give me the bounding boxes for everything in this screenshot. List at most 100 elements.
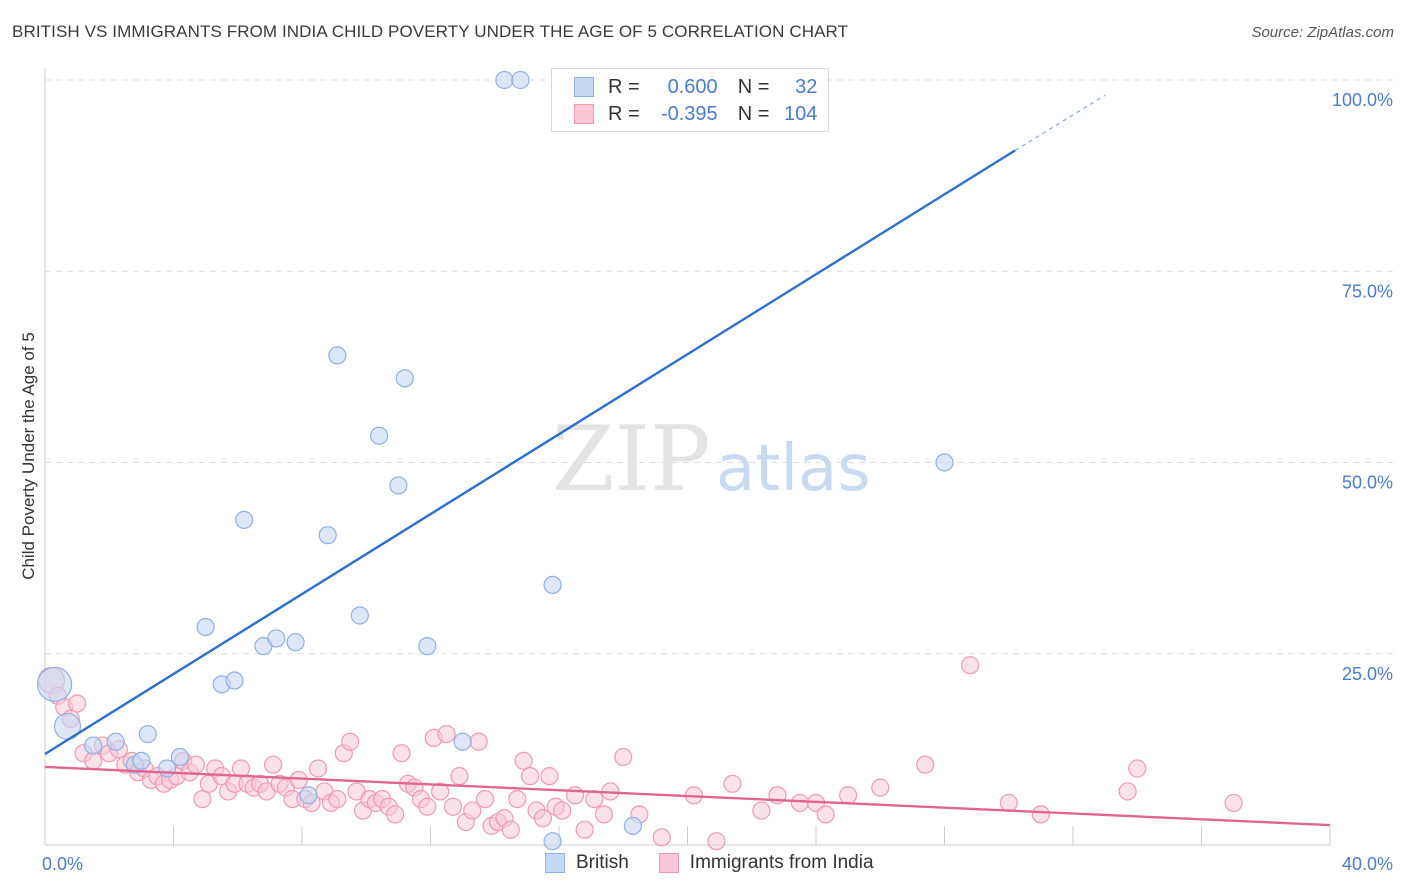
india-point [289,770,308,790]
trend-lines [44,94,1331,827]
legend-item-british[interactable]: British [545,852,629,874]
british-trend-line [44,149,1016,755]
british-point [299,786,318,805]
india-point [961,656,980,675]
british-legend-label: British [576,852,629,873]
axes [44,68,1331,846]
india-point [84,751,103,770]
legend-row-british: R = 0.600 N = 32 [574,74,817,100]
india-point [308,759,328,778]
british-point [418,636,437,656]
india-point [476,789,495,809]
british-trend-extension [1014,94,1106,151]
india-point [752,801,771,820]
british-point [267,629,286,648]
india-point [193,789,212,809]
legend-r-label: R = [608,102,640,125]
british-point [395,369,414,388]
british-point [318,526,337,545]
watermark-zip: ZIP [552,407,711,512]
india-point [443,797,463,816]
watermark-atlas: atlas [716,432,871,506]
british-point [543,832,562,851]
india-point [1128,759,1147,778]
legend-row-india: R = -0.395 N = 104 [574,101,817,127]
india-point [392,744,411,763]
india-point [540,767,559,786]
india-point [1031,805,1050,824]
india-point [916,755,935,774]
source-credit: Source: ZipAtlas.com [1251,24,1394,41]
british-point [453,732,472,751]
x-tick-label: 0.0% [42,854,83,874]
india-point [418,797,437,816]
british-point [328,346,347,365]
india-point [839,786,858,805]
y-tick-label: 25.0% [1342,664,1393,684]
india-point [816,805,835,824]
india-point [501,820,520,839]
british-point [170,747,190,767]
y-axis-label: Child Poverty Under the Age of 5 [19,332,38,580]
india-point [594,805,614,824]
british-point [106,732,125,751]
legend-british-r: 0.600 [667,75,718,98]
india-point [520,767,540,786]
british-point [235,510,254,529]
y-tick-label: 100.0% [1332,90,1393,110]
british-point [286,633,305,652]
british-point [225,671,244,690]
legend-item-india[interactable]: Immigrants from India [658,852,874,874]
legend-british-n: 32 [795,75,818,98]
india-point [1118,782,1137,801]
india-point [999,793,1018,813]
india-point [652,828,671,847]
british-points [37,70,954,851]
british-legend-icon [545,853,565,873]
india-legend-label: Immigrants from India [689,852,874,873]
british-point [138,724,157,744]
legend-india-n: 104 [784,102,818,125]
india-point [328,789,347,809]
india-point [469,732,488,751]
british-point [350,606,369,625]
india-point [614,747,633,767]
india-point [565,786,585,805]
gridlines [45,79,1395,655]
india-point [723,774,742,793]
india-point [871,778,890,797]
british-point [84,736,103,755]
india-point [790,793,810,813]
india-point [386,805,405,824]
legend-n-label: N = [737,75,770,98]
india-point [575,820,594,839]
india-point [463,801,482,820]
india-point [553,801,572,820]
british-point [132,751,151,770]
india-point [431,782,450,801]
india-point [585,789,604,809]
india-point [514,751,533,770]
british-point [543,575,562,595]
india-point [450,767,469,786]
india-point [1224,793,1243,813]
tick-labels: 25.0% 50.0% 75.0% 100.0% 0.0% 40.0% [42,90,1393,874]
british-point [511,70,530,90]
british-point [389,476,408,495]
india-point [533,809,553,828]
india-point [186,755,206,774]
india-trend-line [44,765,1331,827]
india-swatch-icon [574,104,594,124]
x-tick-label: 40.0% [1342,854,1393,874]
british-point [370,426,389,445]
y-tick-label: 75.0% [1342,281,1393,301]
y-tick-label: 50.0% [1342,473,1393,493]
india-point [341,732,360,751]
legend-r-label: R = [608,75,640,98]
india-point [707,832,726,851]
british-point [623,816,642,835]
british-point [37,666,73,702]
india-point [263,755,283,774]
british-swatch-icon [574,77,594,97]
